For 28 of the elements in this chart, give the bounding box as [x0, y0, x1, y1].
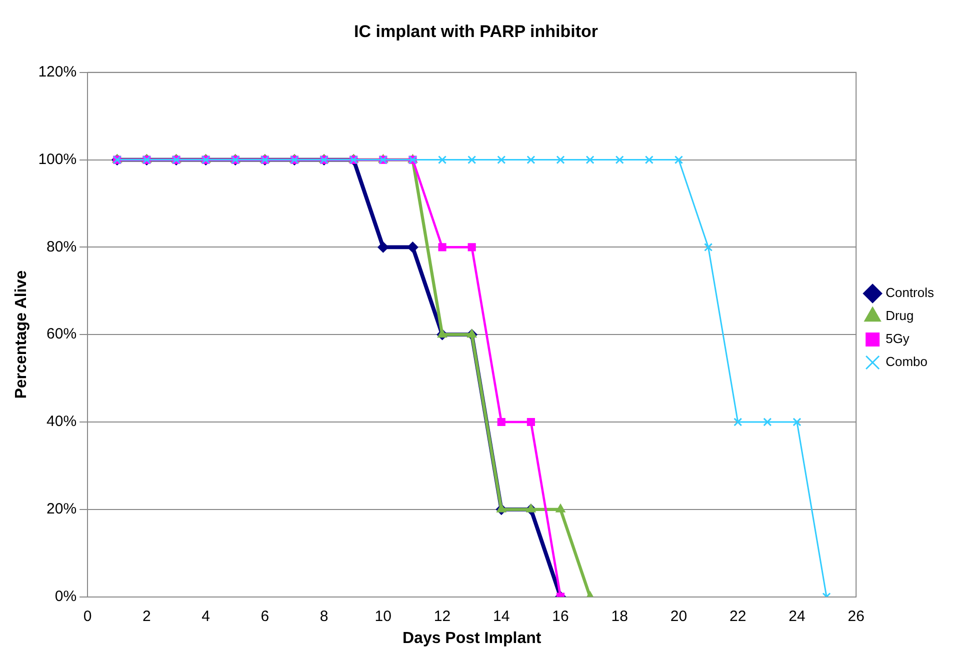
x-tick-label: 24 [788, 608, 806, 625]
x-tick-label: 4 [202, 608, 210, 625]
x-tick-label: 22 [730, 608, 746, 625]
y-tick-label: 0% [54, 588, 77, 605]
legend-label: 5Gy [886, 331, 910, 346]
x-tick-label: 2 [142, 608, 151, 625]
y-tick-label: 80% [46, 238, 77, 256]
legend-label: Controls [886, 285, 934, 300]
x-tick-label: 26 [848, 608, 864, 625]
x-tick-label: 8 [320, 608, 328, 625]
x-tick-label: 14 [493, 608, 510, 625]
y-tick-label: 40% [46, 413, 77, 430]
x-tick-label: 12 [434, 608, 451, 625]
y-axis-title: Percentage Alive [13, 270, 30, 399]
legend-label: Combo [886, 354, 928, 370]
legend-label: Drug [886, 308, 914, 324]
y-tick-label: 100% [38, 150, 77, 168]
y-tick-label: 20% [46, 500, 77, 518]
x-axis-title: Days Post Implant [402, 630, 542, 647]
y-tick-label: 120% [38, 64, 77, 81]
x-tick-label: 16 [552, 608, 569, 625]
x-tick-label: 0 [83, 608, 92, 625]
chart-title: IC implant with PARP inhibitor [354, 22, 598, 41]
x-tick-label: 6 [260, 608, 270, 625]
x-tick-label: 18 [611, 608, 628, 625]
x-tick-label: 20 [670, 608, 688, 625]
x-tick-label: 10 [374, 608, 392, 625]
y-tick-label: 60% [46, 326, 77, 343]
